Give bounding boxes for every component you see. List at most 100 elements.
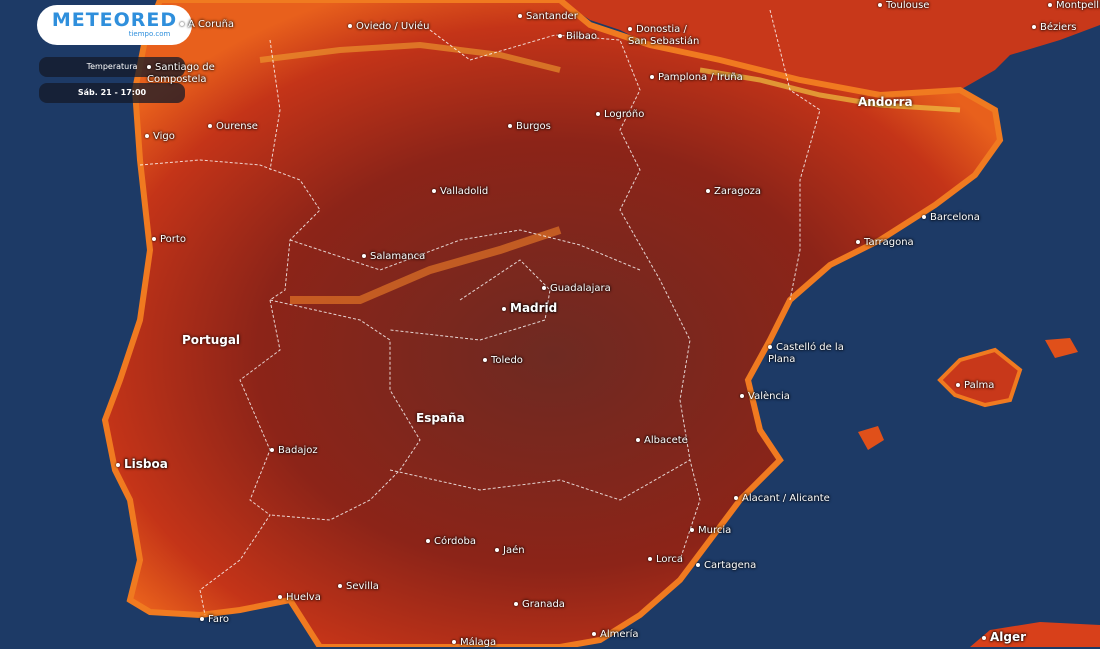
city-label[interactable]: Toulouse [878, 0, 929, 12]
city-name: Jaén [503, 545, 525, 556]
city-label[interactable]: València [740, 391, 790, 403]
city-label[interactable]: Bilbao [558, 31, 597, 43]
city-label[interactable]: Almería [592, 629, 639, 641]
city-label[interactable]: Santander [518, 11, 578, 23]
city-label[interactable]: Alger [982, 631, 1026, 643]
city-marker-icon [734, 496, 738, 500]
city-marker-icon [208, 124, 212, 128]
city-name: Barcelona [930, 212, 980, 223]
city-name: Ourense [216, 121, 258, 132]
time-selector[interactable]: Sáb. 21 - 17:00 [39, 83, 185, 103]
city-label[interactable]: Ourense [208, 121, 258, 133]
city-label[interactable]: Donostia / San Sebastián [628, 24, 708, 48]
city-marker-icon [508, 124, 512, 128]
city-label[interactable]: Valladolid [432, 186, 488, 198]
city-name: Alger [990, 630, 1027, 644]
city-name: Lorca [656, 554, 684, 565]
city-label[interactable]: Tarragona [856, 237, 914, 249]
city-name: Bilbao [566, 31, 598, 42]
city-name: Granada [522, 599, 565, 610]
city-name: Almería [600, 629, 639, 640]
france-land [560, 0, 1100, 95]
city-label[interactable]: Oviedo / Uviéu [348, 21, 429, 33]
city-name: Toledo [491, 355, 523, 366]
city-marker-icon [956, 383, 960, 387]
city-label[interactable]: Montpellier [1048, 0, 1100, 12]
brand-name: METEORED [51, 9, 178, 31]
city-label[interactable]: Badajoz [270, 445, 318, 457]
city-name: Lisboa [124, 457, 168, 471]
city-marker-icon [426, 539, 430, 543]
city-label[interactable]: Logroño [596, 109, 644, 121]
city-label[interactable]: Zaragoza [706, 186, 761, 198]
city-label[interactable]: Jaén [495, 545, 525, 557]
country-label: Andorra [858, 95, 913, 109]
brand-sub: tiempo.com [128, 30, 171, 38]
city-label[interactable]: Porto [152, 234, 186, 246]
city-label[interactable]: Vigo [145, 131, 175, 143]
city-marker-icon [278, 595, 282, 599]
city-name: Pamplona / Iruña [658, 72, 743, 83]
city-marker-icon [270, 448, 274, 452]
city-label[interactable]: A Coruña [180, 19, 234, 31]
city-label[interactable]: Murcia [690, 525, 731, 537]
city-marker-icon [145, 134, 149, 138]
city-label[interactable]: Málaga [452, 637, 496, 649]
country-label: Portugal [182, 333, 241, 347]
city-label[interactable]: Barcelona [922, 212, 980, 224]
city-label[interactable]: Castelló de la Plana [768, 342, 848, 366]
city-name: Burgos [516, 121, 551, 132]
city-marker-icon [768, 345, 772, 349]
city-marker-icon [856, 240, 860, 244]
city-marker-icon [982, 635, 986, 640]
meteored-logo[interactable]: METEORED tiempo.com [37, 5, 192, 45]
city-marker-icon [706, 189, 710, 193]
city-name: Logroño [604, 109, 645, 120]
city-label[interactable]: Salamanca [362, 251, 425, 263]
city-marker-icon [180, 22, 184, 26]
city-label[interactable]: Lisboa [116, 458, 168, 470]
layer-label: Temperatura [86, 62, 138, 71]
city-label[interactable]: Faro [200, 614, 229, 626]
city-marker-icon [502, 306, 506, 311]
city-marker-icon [495, 548, 499, 552]
city-marker-icon [636, 438, 640, 442]
menorca [1045, 338, 1078, 358]
city-label[interactable]: Huelva [278, 592, 321, 604]
city-label[interactable]: Santiago de Compostela [147, 62, 227, 86]
city-label[interactable]: Burgos [508, 121, 551, 133]
city-marker-icon [514, 602, 518, 606]
layer-selector[interactable]: Temperatura [39, 57, 185, 77]
city-name: Montpellier [1056, 0, 1100, 11]
city-label[interactable]: Béziers [1032, 22, 1077, 34]
city-label[interactable]: Madrid [502, 302, 557, 314]
city-marker-icon [116, 462, 120, 467]
city-label[interactable]: Córdoba [426, 536, 476, 548]
city-marker-icon [628, 27, 632, 31]
city-name: Málaga [460, 637, 497, 648]
city-label[interactable]: Pamplona / Iruña [650, 72, 743, 84]
pyrenees [699, 67, 961, 113]
city-label[interactable]: Guadalajara [542, 283, 611, 295]
city-name: Faro [208, 614, 229, 625]
city-marker-icon [1032, 25, 1036, 29]
city-name: Guadalajara [550, 283, 611, 294]
city-label[interactable]: Granada [514, 599, 565, 611]
city-label[interactable]: Palma [956, 380, 994, 392]
city-label[interactable]: Lorca [648, 554, 683, 566]
city-name: Palma [964, 380, 995, 391]
ibiza [858, 426, 884, 450]
city-label[interactable]: Albacete [636, 435, 688, 447]
city-label[interactable]: Toledo [483, 355, 523, 367]
city-marker-icon [147, 65, 151, 69]
city-label[interactable]: Sevilla [338, 581, 379, 593]
city-label[interactable]: Cartagena [696, 560, 756, 572]
city-name: Madrid [510, 301, 558, 315]
city-name: Porto [160, 234, 186, 245]
city-label[interactable]: Alacant / Alicante [734, 493, 830, 505]
country-label: España [416, 411, 465, 425]
time-label: Sáb. 21 - 17:00 [77, 88, 147, 97]
city-name: Murcia [698, 525, 732, 536]
city-marker-icon [592, 632, 596, 636]
